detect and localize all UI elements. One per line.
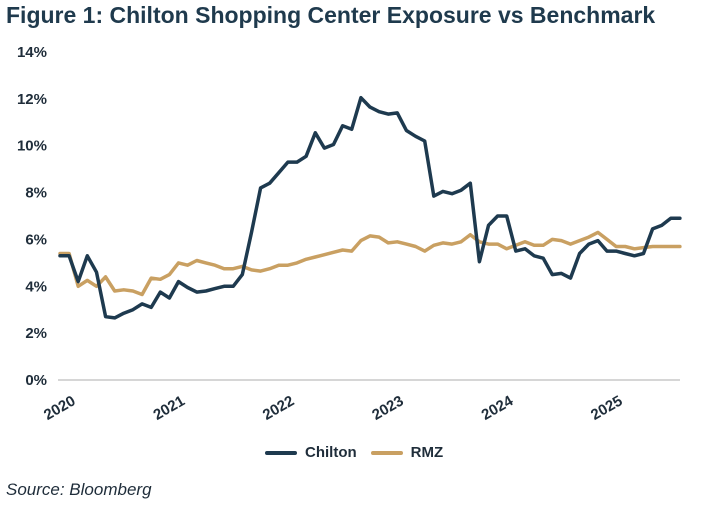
y-tick-label: 12%	[17, 91, 47, 108]
legend-item-chilton: Chilton	[265, 444, 357, 461]
legend-swatch-chilton	[265, 450, 297, 455]
legend-label-rmz: RMZ	[410, 444, 444, 461]
x-tick-label: 2025	[588, 392, 625, 423]
legend: Chilton RMZ	[265, 444, 443, 461]
series-line-chilton	[58, 95, 682, 320]
legend-label-chilton: Chilton	[305, 444, 357, 461]
y-tick-label: 4%	[25, 278, 47, 295]
x-tick-label: 2020	[41, 392, 78, 423]
y-tick-label: 10%	[17, 138, 47, 155]
y-tick-label: 8%	[25, 185, 47, 202]
series-group	[58, 95, 682, 320]
chart-title: Figure 1: Chilton Shopping Center Exposu…	[6, 2, 656, 28]
x-tick-label: 2023	[369, 392, 406, 423]
x-tick-label: 2024	[479, 392, 517, 424]
legend-swatch-rmz	[370, 450, 403, 455]
y-tick-label: 14%	[17, 44, 47, 61]
x-tick-label: 2021	[150, 392, 187, 423]
y-tick-label: 6%	[25, 231, 47, 248]
series-line-rmz	[58, 230, 682, 297]
y-axis: 0% 2% 4% 6% 8% 10% 12% 14%	[17, 44, 47, 389]
x-tick-label: 2022	[260, 392, 297, 423]
source-note: Source: Bloomberg	[6, 480, 152, 499]
y-tick-label: 2%	[25, 325, 47, 342]
legend-item-rmz: RMZ	[370, 444, 444, 461]
x-axis: 2020 2021 2022 2023 2024 2025	[41, 392, 625, 424]
y-tick-label: 0%	[25, 372, 47, 389]
